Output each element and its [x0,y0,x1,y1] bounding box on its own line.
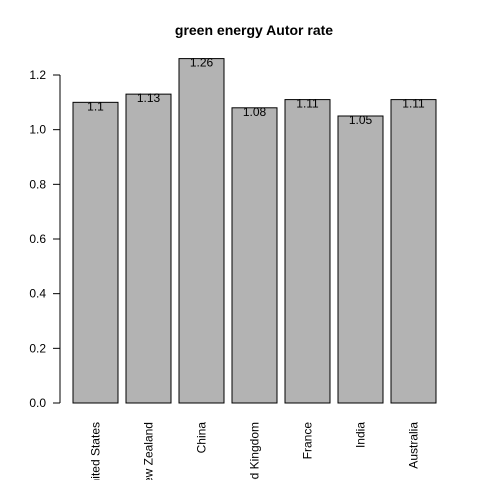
x-category-label: China [195,422,209,454]
bar [285,100,330,403]
bar [179,59,224,403]
x-category-label: Australia [407,422,421,469]
x-category-label: France [301,422,315,460]
y-tick-label: 0.8 [29,177,46,191]
y-tick-label: 0.2 [29,341,46,355]
bar [73,102,118,403]
y-tick-label: 0.0 [29,396,46,410]
x-category-label: India [354,422,368,448]
bar-value-label: 1.11 [402,97,425,111]
y-tick-label: 0.6 [29,232,46,246]
bar [338,116,383,403]
y-tick-label: 1.0 [29,123,46,137]
y-tick-label: 0.4 [29,287,46,301]
bar-value-label: 1.13 [137,91,161,105]
x-category-label: United States [89,422,103,480]
bar-value-label: 1.26 [190,56,214,70]
bar-value-label: 1.11 [296,97,319,111]
bar [126,94,171,403]
chart-title: green energy Autor rate [175,22,333,38]
y-tick-label: 1.2 [29,68,46,82]
bar [232,108,277,403]
bar [391,100,436,403]
bar-value-label: 1.08 [243,105,267,119]
x-category-label: United Kingdom [248,422,262,480]
y-axis: 0.0 0.2 0.4 0.6 0.8 1.0 1.2 [29,68,60,410]
x-category-label: New Zealand [142,422,156,480]
bar-value-label: 1.1 [87,99,104,113]
bar-value-label: 1.05 [349,113,373,127]
x-category-labels: United States New Zealand China United King… [89,422,421,480]
